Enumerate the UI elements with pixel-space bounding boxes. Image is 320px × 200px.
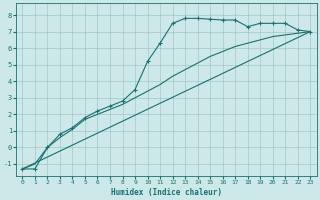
X-axis label: Humidex (Indice chaleur): Humidex (Indice chaleur) [111, 188, 222, 197]
